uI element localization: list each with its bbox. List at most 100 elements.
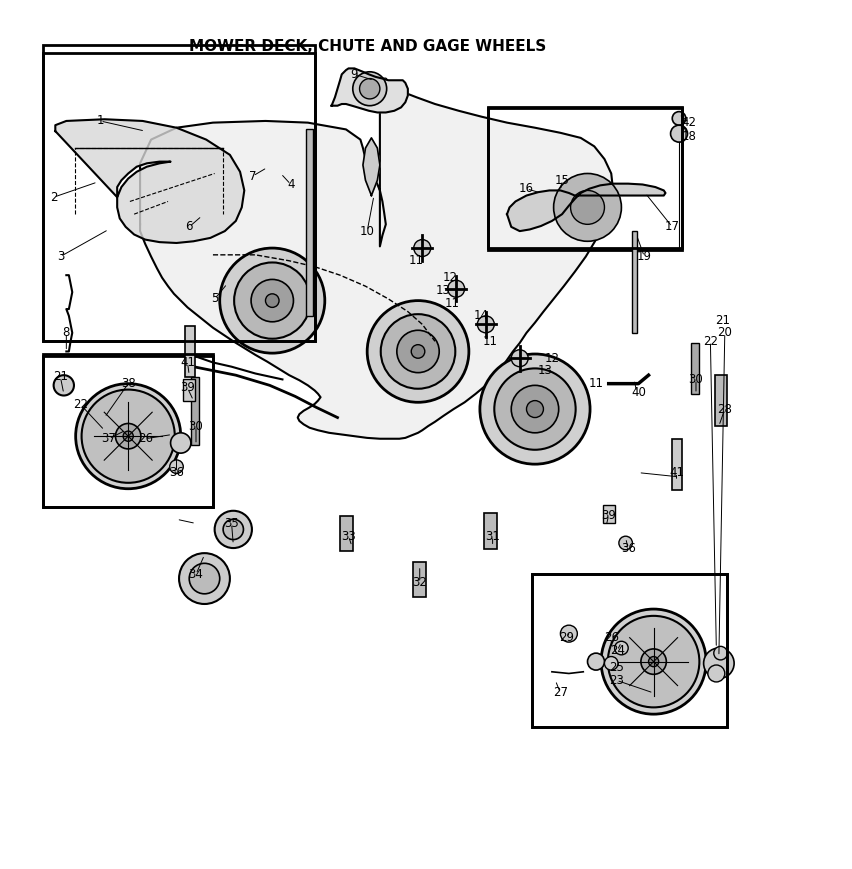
- Circle shape: [707, 665, 724, 682]
- Text: 24: 24: [609, 644, 624, 657]
- Text: 38: 38: [121, 377, 135, 390]
- Circle shape: [713, 647, 727, 660]
- Polygon shape: [362, 138, 379, 196]
- Circle shape: [480, 354, 590, 464]
- Bar: [185, 326, 195, 377]
- Text: 41: 41: [180, 356, 195, 369]
- Text: 25: 25: [608, 661, 623, 674]
- Circle shape: [526, 401, 543, 417]
- Circle shape: [380, 315, 455, 388]
- Text: 41: 41: [668, 466, 683, 479]
- Text: 39: 39: [180, 381, 195, 395]
- Circle shape: [411, 345, 424, 358]
- Circle shape: [220, 248, 325, 353]
- Circle shape: [614, 641, 627, 655]
- Bar: [412, 561, 425, 597]
- Text: 11: 11: [408, 255, 423, 268]
- Text: 18: 18: [681, 129, 696, 143]
- Text: 37: 37: [101, 432, 116, 445]
- Text: 34: 34: [188, 567, 203, 580]
- Circle shape: [510, 385, 558, 433]
- Bar: [532, 574, 727, 726]
- Bar: [602, 505, 614, 523]
- Bar: [484, 514, 496, 549]
- Circle shape: [413, 240, 430, 256]
- Text: 29: 29: [558, 632, 573, 645]
- Circle shape: [604, 657, 618, 670]
- Circle shape: [223, 520, 243, 540]
- Circle shape: [619, 536, 631, 550]
- Polygon shape: [331, 69, 407, 112]
- Circle shape: [560, 625, 577, 642]
- Circle shape: [170, 460, 183, 474]
- Text: 4: 4: [287, 178, 294, 191]
- Text: 22: 22: [702, 335, 717, 348]
- Text: 22: 22: [73, 398, 88, 411]
- Bar: [340, 516, 353, 552]
- Circle shape: [671, 111, 685, 125]
- Text: MOWER DECK, CHUTE AND GAGE WHEELS: MOWER DECK, CHUTE AND GAGE WHEELS: [188, 39, 545, 54]
- Bar: [671, 439, 682, 489]
- Text: 15: 15: [554, 174, 569, 187]
- Circle shape: [233, 262, 310, 339]
- Circle shape: [353, 72, 386, 106]
- Text: 16: 16: [518, 182, 533, 196]
- Polygon shape: [55, 119, 244, 243]
- Text: 7: 7: [249, 169, 256, 182]
- Text: 13: 13: [537, 364, 552, 377]
- Text: 6: 6: [185, 221, 193, 234]
- Bar: [43, 354, 213, 507]
- Circle shape: [640, 649, 665, 674]
- Text: 30: 30: [188, 420, 203, 433]
- Text: 1: 1: [96, 115, 104, 128]
- Bar: [487, 109, 682, 248]
- Text: 30: 30: [688, 373, 703, 386]
- Bar: [487, 108, 682, 249]
- Text: 26: 26: [603, 632, 618, 645]
- Circle shape: [607, 616, 699, 707]
- Circle shape: [648, 657, 658, 667]
- Polygon shape: [140, 78, 613, 439]
- Bar: [43, 355, 213, 507]
- Text: 9: 9: [350, 68, 358, 81]
- Text: 33: 33: [341, 530, 355, 543]
- Text: 20: 20: [717, 326, 731, 339]
- Text: 36: 36: [620, 542, 635, 555]
- Text: 17: 17: [664, 221, 679, 234]
- Text: 39: 39: [601, 508, 615, 521]
- Circle shape: [54, 375, 74, 395]
- Text: 11: 11: [482, 335, 497, 348]
- Text: 28: 28: [717, 402, 731, 415]
- Text: 14: 14: [474, 309, 488, 322]
- Text: 27: 27: [552, 687, 567, 700]
- Text: 2: 2: [49, 190, 57, 203]
- Bar: [191, 377, 199, 445]
- Circle shape: [477, 315, 493, 333]
- Circle shape: [215, 511, 251, 548]
- Circle shape: [123, 431, 133, 441]
- Circle shape: [703, 648, 734, 679]
- Text: 21: 21: [715, 314, 730, 327]
- Circle shape: [587, 653, 604, 670]
- Text: 10: 10: [360, 224, 374, 237]
- Text: 11: 11: [444, 296, 459, 309]
- Text: 3: 3: [56, 250, 64, 263]
- Circle shape: [493, 368, 575, 450]
- Text: 12: 12: [544, 352, 559, 365]
- Text: 35: 35: [224, 517, 239, 530]
- Bar: [714, 375, 727, 426]
- Text: 31: 31: [485, 530, 499, 543]
- Bar: [43, 53, 314, 342]
- Circle shape: [396, 330, 439, 373]
- Text: 36: 36: [169, 466, 184, 479]
- Bar: [630, 231, 636, 333]
- Text: 32: 32: [412, 576, 427, 589]
- Bar: [690, 343, 699, 394]
- Circle shape: [601, 609, 705, 714]
- Text: 21: 21: [53, 370, 68, 383]
- Text: 13: 13: [435, 284, 451, 297]
- Bar: [43, 44, 314, 342]
- Circle shape: [189, 563, 220, 594]
- Bar: [183, 380, 195, 401]
- Text: 5: 5: [210, 292, 218, 305]
